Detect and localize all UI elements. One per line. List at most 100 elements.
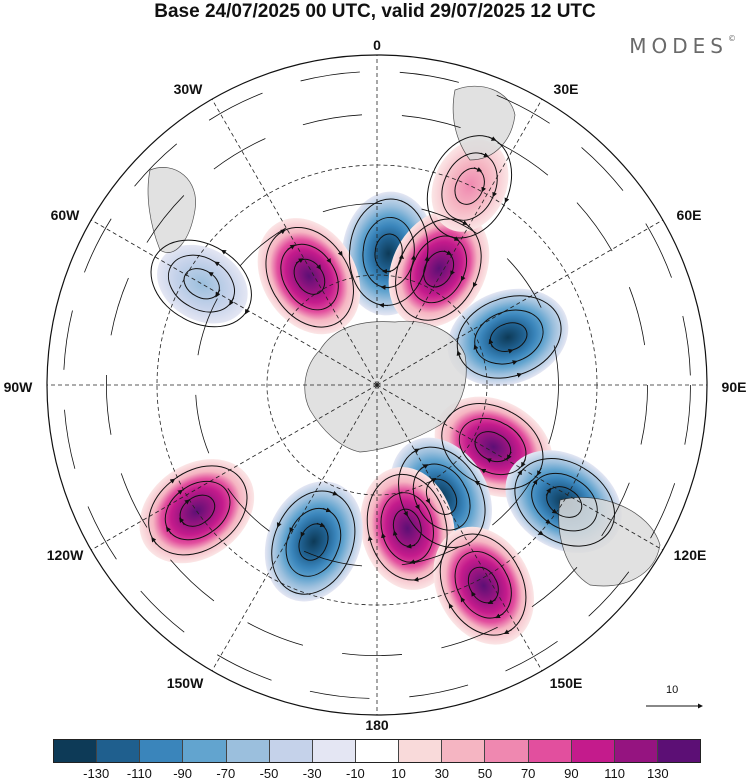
streamline-12-0 (183, 268, 220, 300)
brand-mark: © (728, 34, 736, 43)
stream-arrow-7-1 (166, 526, 172, 535)
colorbar-bin (399, 740, 443, 762)
stream-arrow-4-2 (411, 448, 420, 454)
stream-arrow-10-0 (487, 599, 496, 604)
stream-arrow-3-1 (521, 459, 526, 468)
longitude-label: 180 (365, 717, 389, 733)
colorbar-bin (355, 740, 400, 762)
stream-arrow-12-2 (244, 306, 250, 315)
streamline-7-1 (164, 480, 231, 541)
meridian-line (211, 99, 378, 386)
colorbar-bin (269, 740, 313, 762)
anomaly-center-1 (388, 209, 490, 328)
reference-vector: 10 (646, 684, 706, 714)
streamline-0-2 (348, 198, 430, 306)
streamline-9-0 (546, 486, 583, 518)
map-boundary (46, 54, 708, 716)
longitude-label: 60E (676, 207, 702, 223)
australia-shape (558, 497, 661, 587)
streamline-0-1 (362, 216, 416, 288)
streamline-3-1 (458, 417, 527, 476)
stream-arrow-1-0 (443, 250, 452, 255)
stream-arrow-2-0 (488, 338, 494, 348)
latitude-circle (266, 274, 488, 496)
streamline-5-1 (380, 492, 434, 563)
anomaly-center-8 (257, 218, 361, 335)
colorbar-tick-label: 10 (391, 766, 406, 781)
streamline-8-0 (293, 258, 326, 295)
streamline-1-1 (409, 235, 468, 304)
stream-arrow-3-0 (507, 451, 512, 460)
stream-arrow-6-2 (329, 490, 338, 496)
colorbar-bin (614, 740, 658, 762)
stream-arrow-8-2 (277, 229, 286, 235)
map-title: Base 24/07/2025 00 UTC, valid 29/07/2025… (154, 1, 596, 22)
zonal-streamline-2 (63, 71, 691, 699)
streamline-9-1 (531, 472, 598, 532)
meridian-line (376, 219, 663, 386)
longitude-label: 120E (673, 547, 707, 563)
colorbar-tick-label: 130 (646, 766, 669, 781)
streamline-8-1 (280, 243, 339, 311)
africa-shape (452, 85, 516, 161)
colorbar-bin (183, 740, 227, 762)
streamline-5-2 (366, 473, 448, 581)
colorbar-tick-label: -30 (302, 766, 322, 781)
stream-arrow-10-1 (495, 613, 504, 619)
stream-arrow-8-1 (287, 244, 296, 250)
stream-arrow-6-0 (316, 522, 326, 528)
colorbar-bin (54, 740, 98, 762)
south-america-shape (147, 167, 196, 253)
streamline-4-1 (412, 463, 471, 531)
stream-arrow-4-1 (420, 464, 429, 470)
longitude-label: 120W (46, 547, 84, 563)
colorbar-tick-label: -10 (345, 766, 365, 781)
stream-arrow-10-2 (503, 629, 512, 634)
longitude-label: 30W (173, 81, 203, 97)
stream-arrow-12-0 (215, 289, 221, 298)
streamline-2-1 (474, 309, 544, 365)
stream-arrow-8-0 (295, 258, 304, 264)
meridian-line (91, 219, 378, 386)
stream-arrow-5-2 (413, 576, 423, 582)
longitude-label: 90E (721, 379, 747, 395)
streamline-12-1 (167, 254, 235, 313)
longitude-label: 150W (166, 675, 204, 691)
colorbar-bin (442, 740, 486, 762)
colorbar-ticks: -130 -110 -90 -70 -50 -30 -10 10 30 50 70 90 110 130 (0, 766, 750, 783)
streamline-11-1 (441, 152, 498, 221)
streamline-10-0 (467, 566, 499, 604)
longitude-label: 30E (553, 81, 579, 97)
stream-arrow-3-2 (537, 467, 542, 476)
streamline-1-0 (423, 250, 455, 288)
stream-arrow-11-2 (488, 136, 497, 141)
colorbar-bin (226, 740, 270, 762)
streamline-4-0 (425, 478, 458, 515)
streamline-9-2 (514, 458, 615, 547)
streamline-3-2 (441, 403, 544, 490)
longitude-label: 90W (3, 379, 33, 395)
streamline-12-2 (150, 239, 252, 328)
stream-arrow-1-2 (459, 220, 468, 225)
colorbar-bin (97, 740, 141, 762)
streamline-3-0 (474, 431, 512, 463)
anomaly-center-10 (433, 526, 535, 645)
stream-arrow-9-2 (516, 469, 523, 478)
brand-text: MODES (629, 34, 728, 58)
colorbar-tick-label: -110 (126, 766, 152, 781)
colorbar-tick-label: -70 (216, 766, 236, 781)
zonal-streamline-0 (195, 203, 559, 567)
stream-arrow-0-1 (380, 284, 390, 290)
streamline-2-0 (489, 322, 528, 354)
colorbar (53, 739, 701, 763)
anomaly-center-12 (157, 244, 248, 324)
stream-arrow-9-0 (545, 487, 551, 496)
stream-arrow-0-0 (381, 268, 391, 274)
meridian-line (91, 384, 378, 551)
polar-map (46, 54, 708, 716)
streamline-7-2 (148, 465, 248, 556)
colorbar-tick-label: -90 (173, 766, 192, 781)
stream-arrow-0-2 (378, 302, 389, 308)
colorbar-tick-label: 90 (564, 766, 579, 781)
streamline-1-2 (395, 218, 482, 321)
